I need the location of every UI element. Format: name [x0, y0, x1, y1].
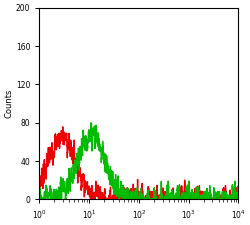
Y-axis label: Counts: Counts	[4, 89, 13, 118]
